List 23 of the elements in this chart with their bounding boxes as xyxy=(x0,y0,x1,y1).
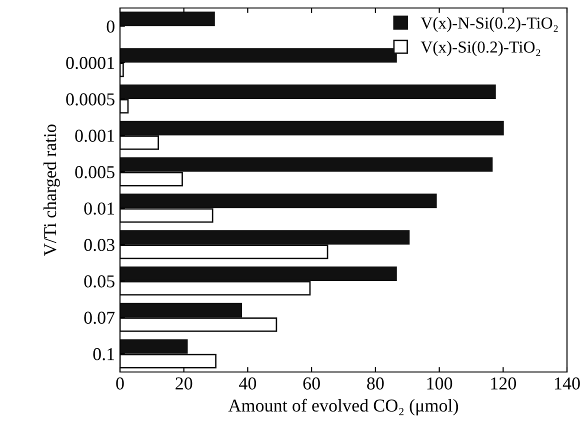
x-axis-title: Amount of evolved CO₂ (μmol) xyxy=(228,398,458,416)
y-tick-label: 0.01 xyxy=(84,202,114,215)
x-tick-label: 120 xyxy=(491,377,516,390)
y-axis-title: V/Ti charged ratio xyxy=(44,124,60,256)
y-tick-label: 0.0005 xyxy=(66,93,114,106)
y-tick-label: 0.1 xyxy=(93,348,114,360)
y-tick-label: 0.005 xyxy=(75,166,114,178)
x-tick-label: 40 xyxy=(239,377,256,390)
x-tick-label: 20 xyxy=(176,377,192,390)
legend-label: V(x)-N-Si(0.2)-TiO₂ xyxy=(420,16,558,32)
legend-label: V(x)-Si(0.2)-TiO₂ xyxy=(420,40,540,56)
x-tick-label: 0 xyxy=(116,377,124,390)
y-tick-label: 0 xyxy=(106,20,114,33)
bar xyxy=(120,12,215,26)
y-tick-label: 0.0001 xyxy=(66,56,114,70)
x-tick-label: 80 xyxy=(367,377,384,390)
y-tick-label: 0.05 xyxy=(84,275,114,288)
x-tick-label: 100 xyxy=(427,377,452,390)
y-tick-label: 0.001 xyxy=(75,130,114,142)
y-tick-label: 0.03 xyxy=(84,238,114,252)
x-tick-label: 140 xyxy=(555,377,580,390)
x-tick-label: 60 xyxy=(303,377,320,390)
y-tick-label: 0.07 xyxy=(84,312,115,324)
